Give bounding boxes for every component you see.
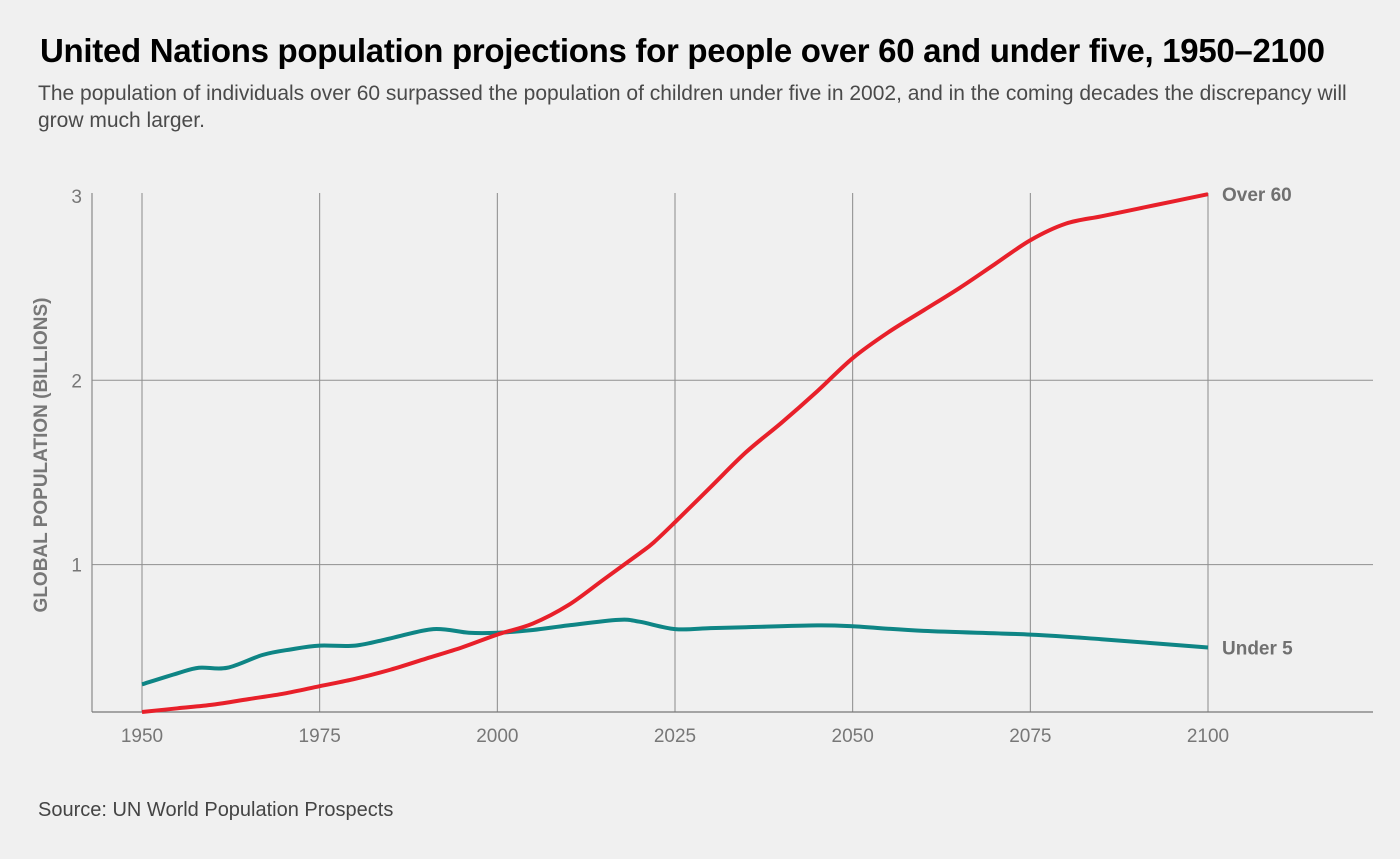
chart-source: Source: UN World Population Prospects: [38, 799, 394, 821]
x-tick-label: 2025: [654, 726, 696, 747]
x-tick-label: 2100: [1187, 726, 1229, 747]
series-line-under-5: [141, 617, 1209, 687]
x-tick-label: 1975: [299, 726, 341, 747]
chart-subtitle: The population of individuals over 60 su…: [38, 82, 1347, 132]
x-tick-label: 2075: [1009, 726, 1051, 747]
series-labels: Under 5 Over 60: [1222, 185, 1293, 659]
y-tick-label: 3: [71, 187, 82, 208]
tick-labels: 1950 1975 2000 2025 2050 2075 2100 1 2 3: [71, 187, 1229, 747]
series-line-over-60: [141, 192, 1209, 714]
series-label-over-60: Over 60: [1222, 185, 1292, 206]
y-tick-label: 2: [71, 371, 82, 392]
x-tick-label: 2000: [476, 726, 518, 747]
axes: [91, 193, 1373, 713]
grid: [92, 193, 1373, 712]
y-axis-label: GLOBAL POPULATION (BILLIONS): [31, 298, 52, 613]
series-label-under-5: Under 5: [1222, 639, 1293, 660]
x-tick-label: 2050: [832, 726, 874, 747]
chart-title: United Nations population projections fo…: [40, 32, 1325, 69]
x-tick-label: 1950: [121, 726, 163, 747]
series-lines: [141, 192, 1209, 714]
y-tick-label: 1: [71, 556, 82, 577]
